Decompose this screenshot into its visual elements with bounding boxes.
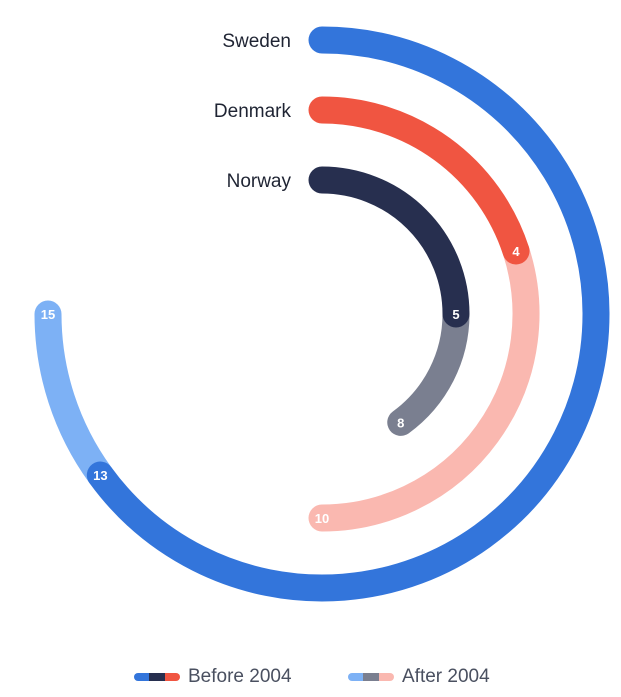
sweden-before-value-label: 13 [93,468,107,483]
legend-label-before: Before 2004 [188,666,292,687]
legend-swatch-before [134,673,180,681]
sweden-before-arc [86,26,610,602]
sweden-label: Sweden [222,31,291,52]
norway-before-value-label: 5 [452,307,459,322]
denmark-after-value-label: 10 [315,511,329,526]
denmark-before-arc [308,96,530,265]
chart-labels: 13 15 Sweden 4 10 Denmark 5 8 Norway [41,31,521,526]
norway-after-arc [387,300,470,436]
denmark-before-value-label: 4 [512,244,520,259]
sweden-after-arc [34,300,114,489]
legend: Before 2004 After 2004 [0,666,621,692]
denmark-label: Denmark [214,101,292,122]
denmark-after-arc [308,237,540,532]
chart-rings [34,26,610,602]
legend-item-after: After 2004 [348,666,490,688]
legend-label-after: After 2004 [402,666,490,687]
norway-label: Norway [227,171,292,192]
legend-swatch-after [348,673,394,681]
norway-after-value-label: 8 [397,415,404,430]
sweden-after-value-label: 15 [41,307,55,322]
norway-before-arc [308,166,470,328]
legend-item-before: Before 2004 [134,666,292,688]
